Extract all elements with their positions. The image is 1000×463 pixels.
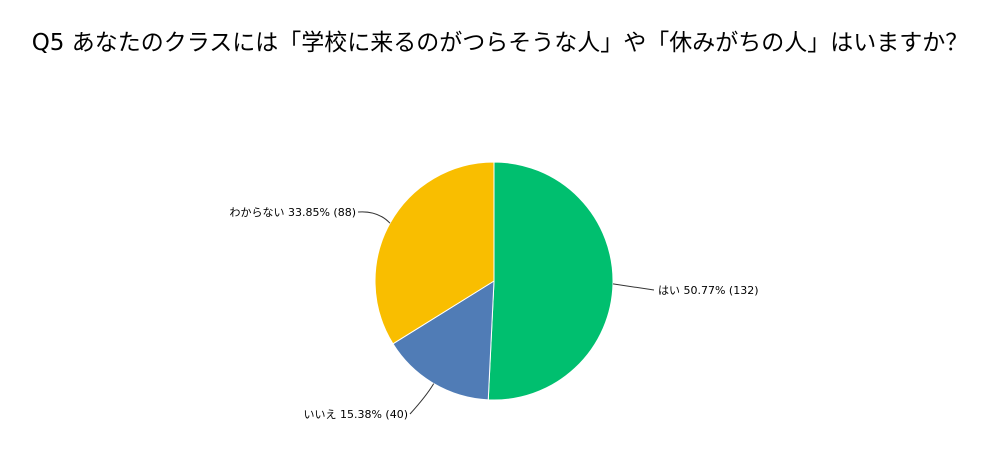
slice-label-1: いいえ 15.38% (40) <box>303 408 408 421</box>
pie-slice-0 <box>487 161 614 401</box>
pie-slice-1 <box>392 280 495 401</box>
slice-label-2: わからない 33.85% (88) <box>229 206 356 219</box>
pie-slices <box>374 161 614 401</box>
leader-line-1 <box>409 383 435 415</box>
chart-title: Q5 あなたのクラスには「学校に来るのがつらそうな人」や「休みがちの人」はいます… <box>31 30 969 56</box>
pie-labels: はい 50.77% (132) いいえ 15.38% (40) わからない 33.8… <box>229 206 758 421</box>
slice-label-0: はい 50.77% (132) <box>658 284 759 297</box>
leader-line-2 <box>357 211 391 224</box>
leader-line-0 <box>612 283 655 291</box>
